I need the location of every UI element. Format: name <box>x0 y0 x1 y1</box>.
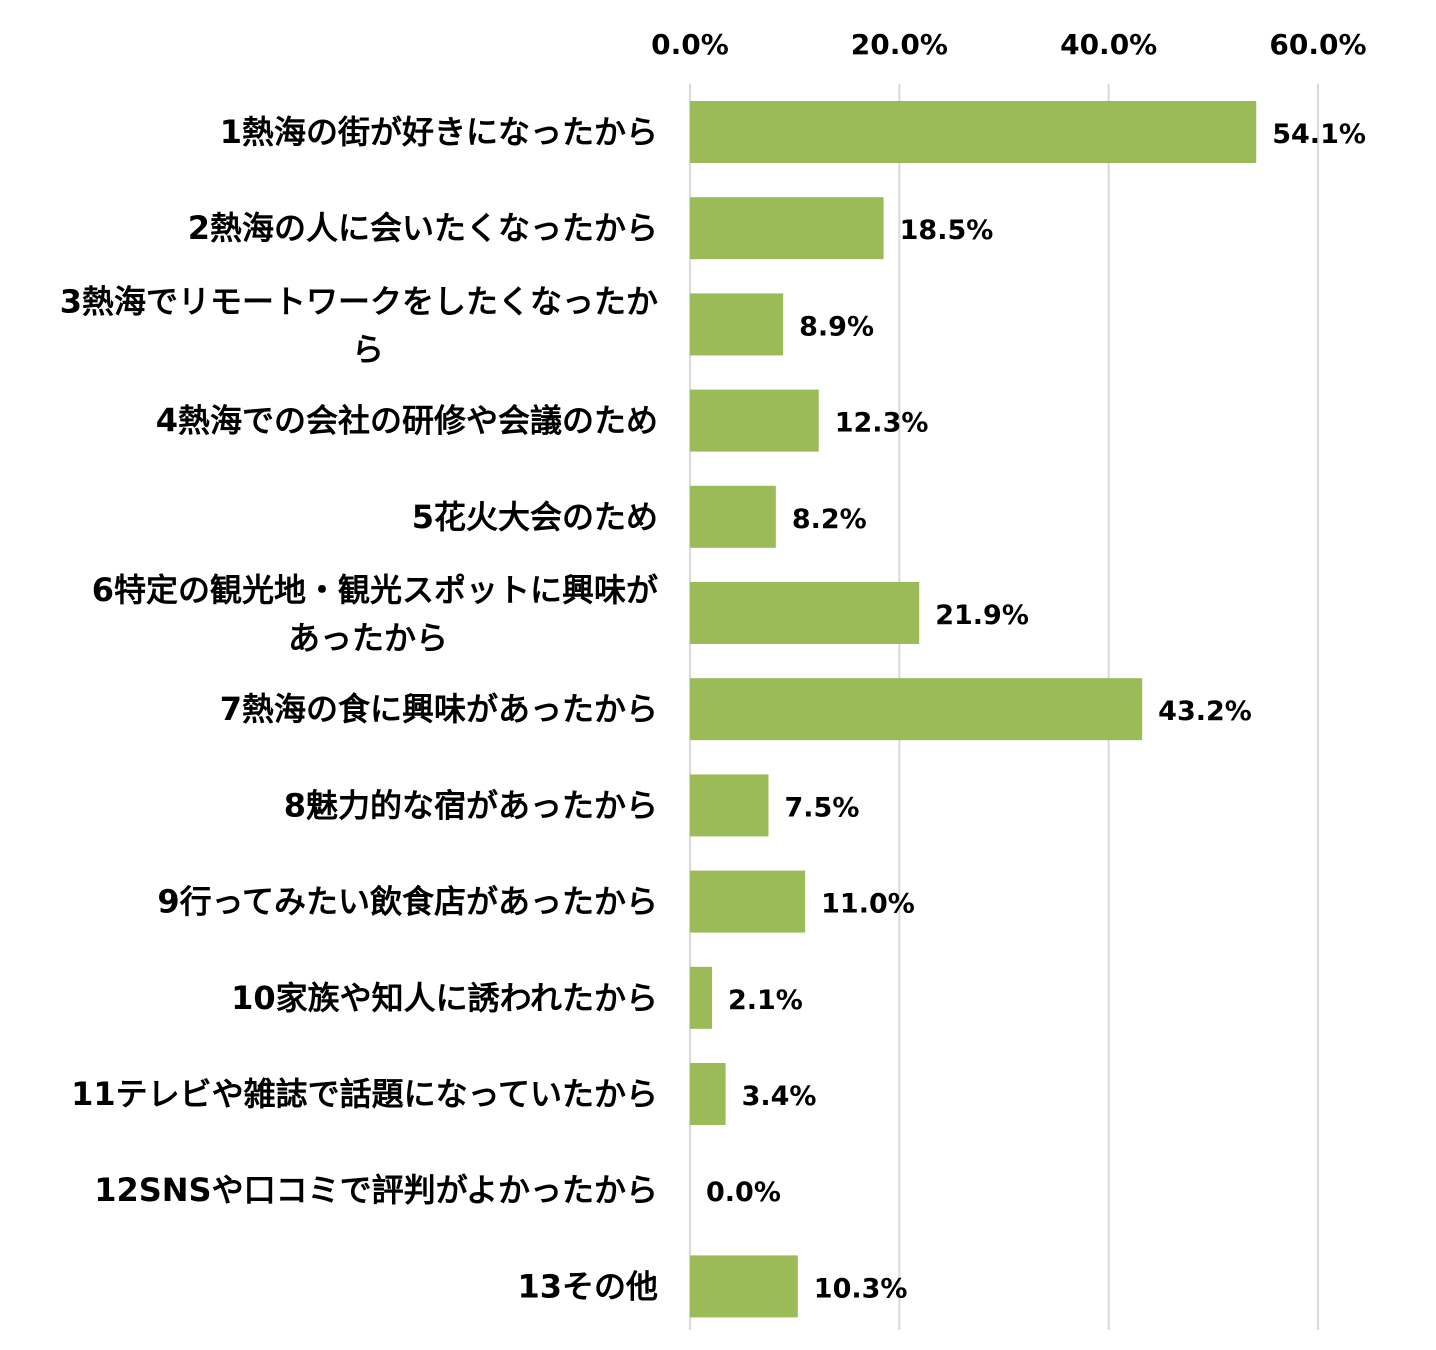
data-label: 54.1% <box>1272 119 1366 150</box>
category-label: 10家族や知人に誘われたから <box>231 979 658 1017</box>
x-tick-label: 20.0% <box>851 28 948 61</box>
category-label: 13その他 <box>517 1267 658 1305</box>
bar <box>690 389 819 452</box>
data-label: 8.9% <box>799 311 874 342</box>
data-label: 10.3% <box>814 1273 908 1304</box>
data-label: 11.0% <box>821 889 915 920</box>
category-labels: 1熱海の街が好きになったから 2熱海の人に会いたくなったから 3熱海でリモートワーク… <box>60 113 658 1305</box>
category-label: 12SNSや口コミで評判がよかったから <box>94 1171 658 1209</box>
bar <box>690 582 920 644</box>
category-label: 6特定の観光地・観光スポットに興味があったから <box>92 571 658 657</box>
bar <box>690 678 1143 741</box>
category-label: 5花火大会のため <box>412 498 658 536</box>
data-label: 12.3% <box>835 408 929 439</box>
data-label: 43.2% <box>1158 696 1252 727</box>
x-tick-label: 0.0% <box>651 28 729 61</box>
category-label: 11テレビや雑誌で話題になっていたから <box>71 1075 658 1113</box>
bars <box>690 101 1257 1318</box>
bar <box>690 774 769 837</box>
category-label: 7熱海の食に興味があったから <box>220 690 658 728</box>
category-label: 1熱海の街が好きになったから <box>220 113 658 151</box>
bar <box>690 197 884 260</box>
data-label: 8.2% <box>792 504 867 535</box>
data-label: 7.5% <box>785 792 860 823</box>
bar <box>690 870 806 933</box>
category-label: 3熱海でリモートワークをしたくなったから <box>60 282 658 368</box>
bar <box>690 1063 726 1125</box>
data-labels: 54.1% 18.5% 8.9% 12.3% 8.2% 21.9% 43.2% 7.5% 11.… <box>706 119 1366 1304</box>
category-label: 2熱海の人に会いたくなったから <box>188 209 658 247</box>
bar <box>690 966 712 1029</box>
x-tick-label: 60.0% <box>1269 28 1366 61</box>
category-label: 8魅力的な宿があったから <box>284 786 658 824</box>
x-axis-ticks: 0.0% 20.0% 40.0% 60.0% <box>651 28 1366 61</box>
bar <box>690 101 1257 163</box>
bar <box>690 293 784 356</box>
data-label: 2.1% <box>728 985 803 1016</box>
x-tick-label: 40.0% <box>1060 28 1157 61</box>
category-label: 4熱海での会社の研修や会議のため <box>156 402 658 440</box>
data-label: 0.0% <box>706 1177 781 1208</box>
data-label: 3.4% <box>742 1081 817 1112</box>
bar <box>690 1255 798 1318</box>
data-label: 21.9% <box>935 600 1029 631</box>
category-label: 9行ってみたい飲食店があったから <box>157 883 658 921</box>
data-label: 18.5% <box>900 215 994 246</box>
bar <box>690 485 776 548</box>
